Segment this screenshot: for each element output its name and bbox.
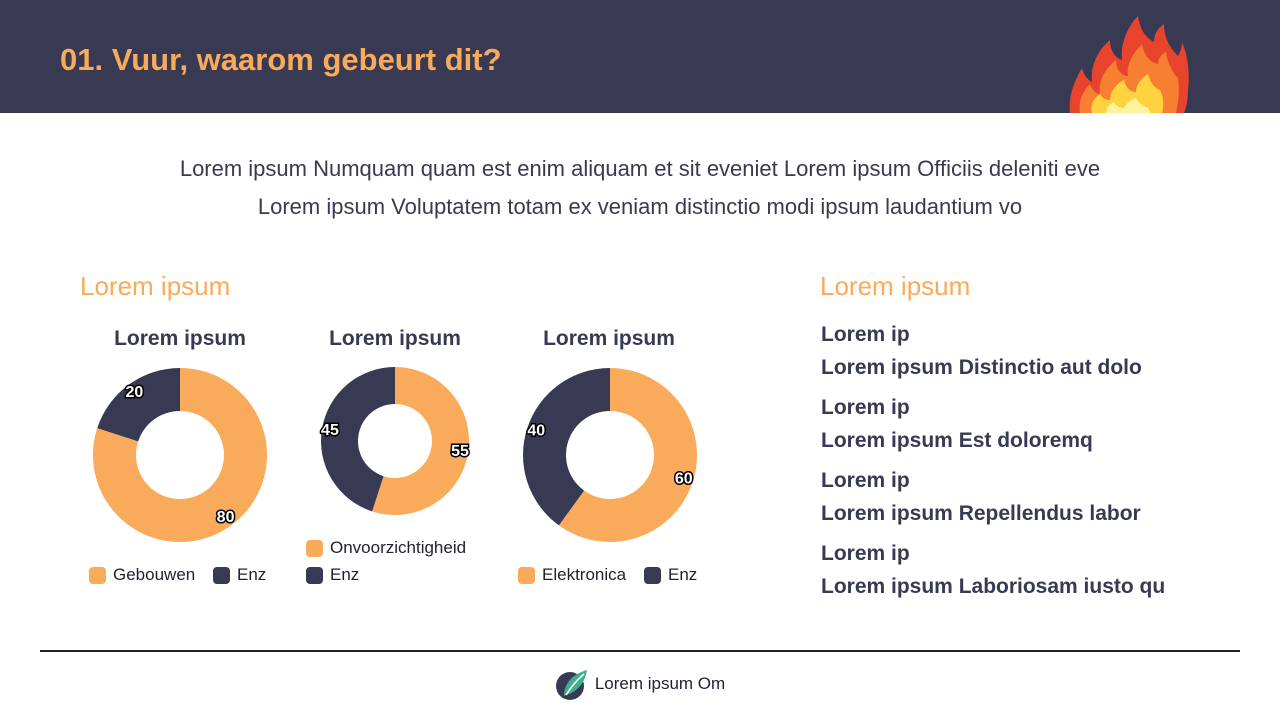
list-item-title: Lorem ip xyxy=(821,469,910,492)
legend-item-enz: Enz xyxy=(644,564,697,586)
header-bar: 01. Vuur, waarom gebeurt dit? xyxy=(0,0,1280,113)
donut-chart-1: 80 20 xyxy=(93,368,268,542)
donut-1-title: Lorem ipsum xyxy=(114,327,246,350)
footer: Lorem ipsum Om xyxy=(0,664,1280,704)
donut-segment-enz xyxy=(321,367,395,512)
right-section-title: Lorem ipsum xyxy=(820,271,971,301)
donut-segment-gebouwen xyxy=(93,368,268,542)
list-item-text: Lorem ipsum Repellendus labor xyxy=(821,502,1141,525)
donut-value-label: 45 xyxy=(321,422,339,439)
legend-label: Gebouwen xyxy=(113,565,196,584)
intro-line-2: Lorem ipsum Voluptatem totam ex veniam d… xyxy=(257,194,1023,219)
donut-3-title: Lorem ipsum xyxy=(543,327,675,350)
leaf-logo-icon xyxy=(555,670,587,700)
legend-swatch-orange xyxy=(89,566,106,584)
legend-item-elektronica: Elektronica xyxy=(518,564,626,586)
list-item: Lorem ip Lorem ipsum Repellendus labor xyxy=(821,464,1261,530)
donut-value-label: 20 xyxy=(126,384,144,401)
legend-item-enz: Enz xyxy=(306,564,359,586)
legend-item-gebouwen: Gebouwen xyxy=(89,564,195,586)
legend-swatch-navy xyxy=(213,566,230,584)
list-item-text: Lorem ipsum Distinctio aut dolo xyxy=(821,356,1142,379)
left-section-title: Lorem ipsum xyxy=(80,271,231,301)
list-item: Lorem ip Lorem ipsum Laboriosam iusto qu xyxy=(821,537,1261,603)
legend-label: Onvoorzichtigheid xyxy=(330,538,467,557)
list-item: Lorem ip Lorem ipsum Est doloremq xyxy=(821,391,1261,457)
list-item-title: Lorem ip xyxy=(821,396,910,419)
page-title: 01. Vuur, waarom gebeurt dit? xyxy=(60,42,502,77)
donut-value-label: 80 xyxy=(217,509,235,526)
intro-line-1: Lorem ipsum Numquam quam est enim aliqua… xyxy=(179,156,1101,181)
donut-segment-onvoorzichtigheid xyxy=(372,367,469,515)
list-item-text: Lorem ipsum Est doloremq xyxy=(821,429,1093,452)
legend-swatch-orange xyxy=(306,539,323,557)
footer-divider xyxy=(40,650,1240,652)
list-item-text: Lorem ipsum Laboriosam iusto qu xyxy=(821,575,1166,598)
donut-segment-enz xyxy=(523,368,610,526)
donut-segment-elektronica xyxy=(558,368,697,542)
list-item-title: Lorem ip xyxy=(821,542,910,565)
info-list: Lorem ip Lorem ipsum Distinctio aut dolo… xyxy=(821,318,1261,610)
list-item-title: Lorem ip xyxy=(821,323,910,346)
legend-item-enz: Enz xyxy=(213,564,266,586)
footer-text: Lorem ipsum Om xyxy=(594,674,726,693)
legend-swatch-navy xyxy=(644,566,661,584)
intro-text: Lorem ipsum Numquam quam est enim aliqua… xyxy=(0,150,1280,226)
fire-icon xyxy=(1069,16,1189,113)
donut-value-label: 55 xyxy=(451,443,469,460)
donut-2-title: Lorem ipsum xyxy=(329,327,461,350)
legend-label: Enz xyxy=(237,565,267,584)
legend-item-onvoorzichtigheid: Onvoorzichtigheid xyxy=(306,537,466,559)
list-item: Lorem ip Lorem ipsum Distinctio aut dolo xyxy=(821,318,1261,384)
donut-chart-2: 55 45 xyxy=(320,367,471,515)
donut-chart-3: 60 40 xyxy=(523,368,697,542)
legend-swatch-orange xyxy=(518,566,535,584)
legend-swatch-navy xyxy=(306,566,323,584)
legend-label: Enz xyxy=(668,565,698,584)
legend-label: Enz xyxy=(330,565,360,584)
donut-value-label: 60 xyxy=(675,470,693,487)
legend-label: Elektronica xyxy=(542,565,627,584)
donut-value-label: 40 xyxy=(527,423,545,440)
donut-segment-enz xyxy=(97,368,180,442)
